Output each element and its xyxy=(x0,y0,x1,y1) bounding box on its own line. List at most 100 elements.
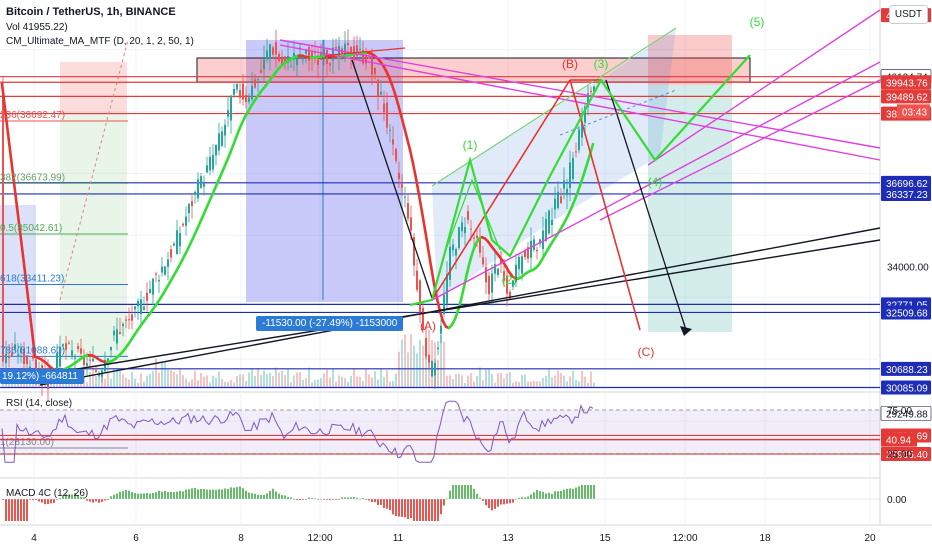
volume-bar xyxy=(365,369,367,387)
macd-bar xyxy=(530,494,532,499)
channel-line-high xyxy=(647,9,881,166)
candle-body xyxy=(8,357,10,359)
volume-bar xyxy=(188,381,190,387)
fib-label: 236(38692.47) xyxy=(0,110,65,121)
candle-body xyxy=(443,294,445,315)
ma-segment xyxy=(27,304,34,333)
volume-bar xyxy=(326,369,328,387)
candle-body xyxy=(365,54,367,64)
volume-bar xyxy=(260,375,262,387)
volume-bar xyxy=(350,375,352,387)
wave-red-top xyxy=(329,47,406,56)
volume-bar xyxy=(413,345,415,387)
candle-body xyxy=(62,344,64,346)
macd-bar xyxy=(461,485,463,499)
macd-bar xyxy=(479,497,481,499)
macd-bar xyxy=(119,491,121,499)
volume-bar xyxy=(437,359,439,387)
volume-bar xyxy=(155,358,157,387)
candle-body xyxy=(122,323,124,327)
volume-bar xyxy=(167,369,169,387)
candle-body xyxy=(563,180,565,189)
ma-segment xyxy=(225,152,232,163)
volume-bar xyxy=(116,368,118,387)
macd-bar xyxy=(473,488,475,499)
volume-bar xyxy=(182,375,184,387)
macd-bar xyxy=(92,499,94,503)
candle-body xyxy=(428,355,430,363)
candle-body xyxy=(272,47,274,55)
macd-bar xyxy=(521,497,523,499)
macd-bar xyxy=(398,499,400,517)
volume-bar xyxy=(317,379,319,387)
candle-body xyxy=(23,348,25,364)
macd-bar xyxy=(395,499,397,517)
candle-body xyxy=(434,362,436,376)
volume-bar xyxy=(293,375,295,387)
volume-bar xyxy=(344,377,346,387)
macd-pane xyxy=(0,485,880,521)
volume-bar xyxy=(278,372,280,387)
wave-green-inner xyxy=(431,178,501,301)
macd-bar xyxy=(443,499,445,506)
candle-body xyxy=(95,370,97,372)
candle-body xyxy=(65,343,67,350)
ma-segment xyxy=(21,254,28,282)
macd-bar xyxy=(185,489,187,499)
macd-bar xyxy=(425,499,427,521)
candle-body xyxy=(248,97,250,102)
rsi-tick: 25.00 xyxy=(887,450,912,461)
macd-bar xyxy=(182,491,184,499)
macd-bar xyxy=(371,499,373,503)
macd-bar xyxy=(494,499,496,509)
volume-bar xyxy=(308,367,310,387)
macd-bar xyxy=(257,494,259,499)
volume-bar xyxy=(479,367,481,387)
time-tick: 6 xyxy=(133,533,139,544)
volume-bar xyxy=(236,375,238,387)
macd-bar xyxy=(173,492,175,499)
ma-segment xyxy=(18,229,25,258)
volume-bar xyxy=(320,378,322,387)
currency-button[interactable]: USDT xyxy=(889,5,928,24)
macd-bar xyxy=(290,497,292,499)
volume-bar xyxy=(422,345,424,387)
candle-body xyxy=(263,59,265,70)
candle-body xyxy=(551,219,553,226)
volume-bar xyxy=(461,375,463,387)
volume-bar xyxy=(341,376,343,387)
candle-body xyxy=(137,301,139,307)
candle-body xyxy=(377,79,379,97)
candle-body xyxy=(296,56,298,66)
volume-bar xyxy=(593,382,595,387)
macd-bar xyxy=(536,490,538,499)
wave-label: (2) xyxy=(502,273,517,287)
time-tick: 11 xyxy=(393,533,404,544)
candle-body xyxy=(173,243,175,246)
candle-body xyxy=(257,79,259,81)
volume-bar xyxy=(239,374,241,387)
volume-bar xyxy=(230,380,232,387)
candle-body xyxy=(350,46,352,56)
macd-bar xyxy=(278,493,280,499)
macd-bar xyxy=(428,499,430,521)
volume-bar xyxy=(380,368,382,387)
volume-bar xyxy=(200,373,202,387)
candle-body xyxy=(191,201,193,207)
time-tick: 18 xyxy=(759,533,771,544)
fib-label: 618(33411.23) xyxy=(0,274,64,285)
candle-body xyxy=(317,59,319,65)
volume-value: 41955.22) xyxy=(22,22,68,33)
candle-body xyxy=(20,347,22,353)
macd-bar xyxy=(578,486,580,499)
candle-body xyxy=(344,43,346,56)
volume-bar xyxy=(86,382,88,387)
volume-bar xyxy=(257,368,259,387)
candle-body xyxy=(233,89,235,95)
candle-body xyxy=(587,93,589,108)
candle-body xyxy=(35,359,37,377)
macd-bar xyxy=(539,491,541,499)
candle-body xyxy=(119,332,121,334)
ma-segment xyxy=(390,83,397,96)
